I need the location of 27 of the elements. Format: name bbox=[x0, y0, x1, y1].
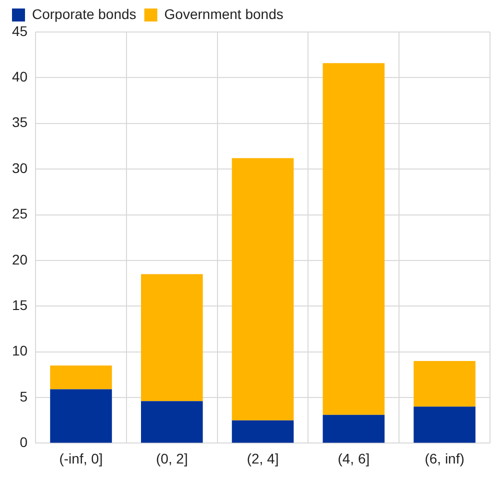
bar bbox=[141, 401, 203, 443]
legend-label: Government bonds bbox=[164, 6, 284, 22]
legend-label: Corporate bonds bbox=[32, 6, 136, 22]
bar bbox=[322, 414, 385, 443]
bar bbox=[414, 360, 476, 407]
bar bbox=[414, 406, 476, 443]
y-tick-label: 10 bbox=[12, 342, 28, 359]
bar bbox=[322, 63, 385, 415]
bar bbox=[50, 389, 112, 443]
x-tick-label: (0, 2] bbox=[156, 450, 188, 466]
bar bbox=[232, 158, 294, 420]
bar bbox=[232, 420, 294, 443]
y-tick-label: 15 bbox=[12, 296, 28, 313]
bar bbox=[141, 274, 203, 402]
x-tick-label: (4, 6] bbox=[338, 450, 370, 466]
y-tick-label: 35 bbox=[12, 114, 28, 130]
x-tick-label: (6, inf) bbox=[424, 450, 464, 466]
x-tick-label: (-inf, 0] bbox=[59, 450, 103, 466]
y-tick-label: 5 bbox=[20, 388, 28, 404]
y-tick-label: 0 bbox=[20, 434, 28, 450]
y-tick-label: 20 bbox=[12, 251, 28, 268]
y-tick-label: 30 bbox=[12, 160, 28, 176]
y-tick-label: 40 bbox=[12, 68, 28, 85]
y-tick-label: 45 bbox=[12, 22, 28, 39]
bar bbox=[50, 366, 112, 390]
x-tick-label: (2, 4] bbox=[246, 450, 279, 466]
y-tick-label: 25 bbox=[12, 206, 28, 222]
